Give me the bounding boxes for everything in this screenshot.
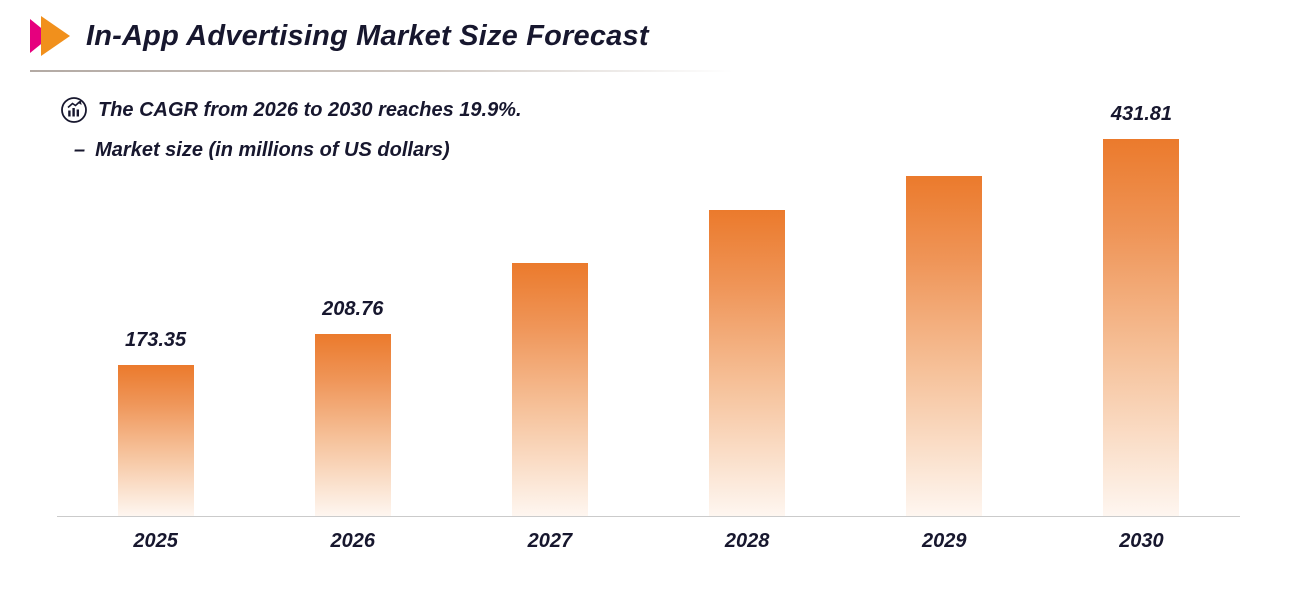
bar-value-label: 431.81 [1110, 103, 1173, 125]
bar-column [649, 97, 846, 516]
x-axis-label: 2030 [1119, 530, 1164, 552]
bar-column [846, 97, 1043, 516]
bar-column [451, 97, 648, 516]
bar-2028 [709, 210, 786, 516]
page-title: In-App Advertising Market Size Forecast [86, 19, 649, 52]
legend-dash: – [74, 139, 86, 161]
x-axis-label: 2029 [922, 530, 967, 552]
bar-chart: 173.35 208.76 431.81 2025 2026 2027 2028 2029 2… [57, 97, 1240, 553]
plot-area: 173.35 208.76 431.81 [57, 97, 1240, 517]
bar-2029 [906, 176, 983, 516]
title-divider [30, 70, 733, 72]
subtitle-row: The CAGR from 2026 to 2030 reaches 19.9%… [60, 96, 522, 124]
bar-column: 208.76 [254, 97, 451, 516]
x-axis-row: 2025 2026 2027 2028 2029 2030 [57, 517, 1240, 553]
legend-label: Market size (in millions of US dollars) [95, 139, 450, 161]
subtitle-text: The CAGR from 2026 to 2030 reaches 19.9%… [98, 98, 522, 121]
bar-2026 [314, 334, 391, 516]
bar-2025 [117, 365, 194, 516]
bar-value-label: 208.76 [322, 298, 384, 320]
bar-column: 173.35 [57, 97, 254, 516]
bar-2027 [511, 263, 588, 516]
x-axis-label: 2028 [724, 530, 770, 552]
bar-value-label: 173.35 [125, 329, 187, 351]
x-axis-label: 2025 [133, 530, 178, 552]
trend-chart-icon [60, 96, 88, 124]
x-axis-label: 2026 [330, 530, 376, 552]
bar-2030 [1103, 139, 1180, 516]
legend-row: – Market size (in millions of US dollars… [74, 139, 450, 162]
x-axis-label: 2027 [527, 530, 573, 552]
header: In-App Advertising Market Size Forecast [30, 16, 649, 56]
bar-column: 431.81 [1043, 97, 1240, 516]
double-arrow-icon [30, 16, 74, 56]
